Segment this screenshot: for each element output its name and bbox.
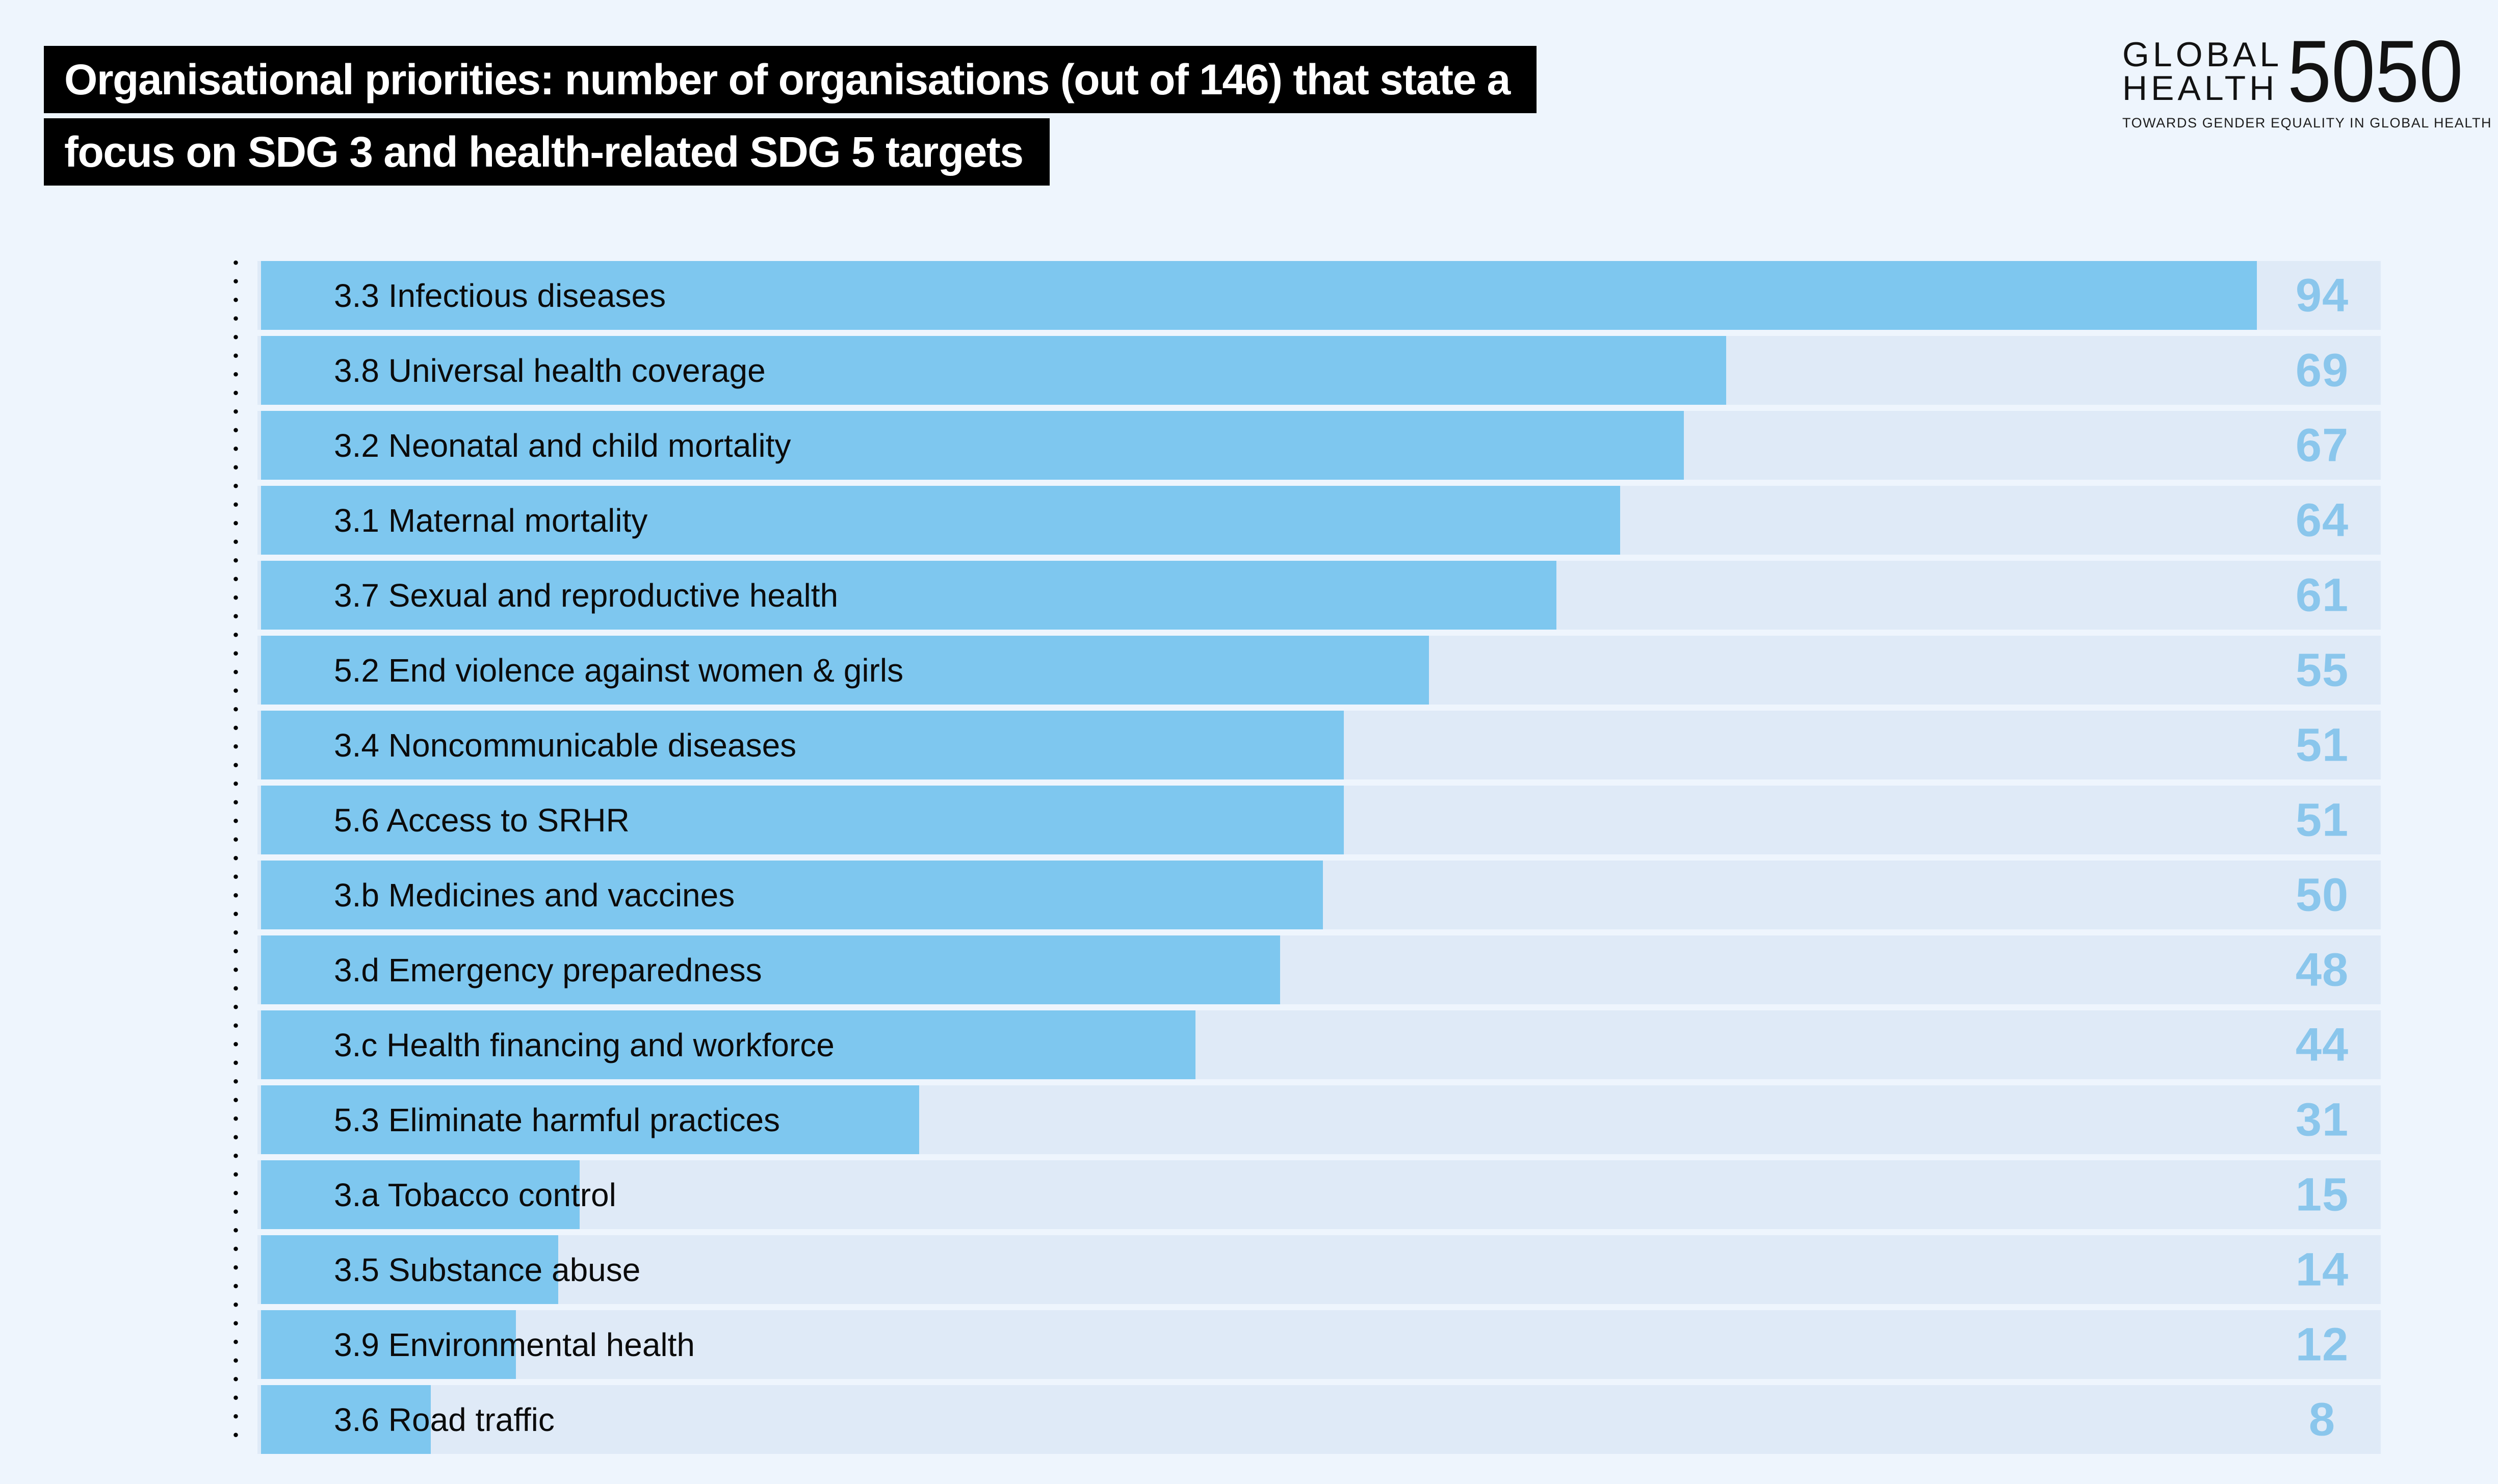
bar-category-label: 3.8 Universal health coverage	[334, 352, 766, 389]
bar	[261, 486, 1620, 555]
bar-category-label: 5.2 End violence against women & girls	[334, 652, 904, 689]
chart-row: 3.3 Infectious diseases 94	[257, 261, 2381, 330]
bar-category-label: 3.7 Sexual and reproductive health	[334, 577, 839, 614]
chart-title: Organisational priorities: number of org…	[44, 46, 1537, 186]
bar	[261, 261, 2257, 330]
bar-value-label: 48	[2295, 944, 2349, 996]
bar-value-label: 14	[2295, 1243, 2349, 1295]
bar-value-label: 12	[2295, 1318, 2349, 1370]
bar-category-label: 3.3 Infectious diseases	[334, 277, 666, 314]
chart-row: 5.3 Eliminate harmful practices 31	[257, 1085, 2381, 1154]
bar-category-label: 3.9 Environmental health	[334, 1326, 695, 1363]
bar	[261, 1235, 559, 1304]
bar	[261, 561, 1556, 630]
bar	[261, 861, 1323, 929]
bar-value-label: 44	[2295, 1019, 2349, 1071]
bar-category-label: 5.6 Access to SRHR	[334, 801, 630, 839]
chart-title-line-1: Organisational priorities: number of org…	[44, 46, 1537, 113]
global-health-5050-logo: GLOBAL HEALTH 5050 TOWARDS GENDER EQUALI…	[2122, 22, 2492, 131]
bar	[261, 1010, 1195, 1079]
bar-value-label: 51	[2295, 719, 2349, 771]
chart-row: 3.9 Environmental health 12	[257, 1310, 2381, 1379]
bar-category-label: 3.1 Maternal mortality	[334, 502, 648, 539]
bar-value-label: 31	[2295, 1094, 2349, 1145]
bar	[261, 786, 1344, 854]
bar-category-label: 3.c Health financing and workforce	[334, 1026, 835, 1063]
bar-value-label: 51	[2295, 794, 2349, 846]
bar-category-label: 3.6 Road traffic	[334, 1401, 555, 1438]
y-axis-dotted-line	[233, 253, 238, 1444]
bar-value-label: 64	[2295, 494, 2349, 546]
bar-value-label: 61	[2295, 569, 2349, 621]
chart-row: 3.2 Neonatal and child mortality 67	[257, 411, 2381, 480]
bar-category-label: 3.4 Noncommunicable diseases	[334, 726, 797, 764]
chart-row: 5.2 End violence against women & girls 55	[257, 636, 2381, 705]
chart-row: 3.4 Noncommunicable diseases 51	[257, 711, 2381, 779]
bar	[261, 411, 1684, 480]
bar-category-label: 3.b Medicines and vaccines	[334, 876, 735, 914]
chart-row: 3.8 Universal health coverage 69	[257, 336, 2381, 405]
chart-row: 3.5 Substance abuse 14	[257, 1235, 2381, 1304]
bar-value-label: 8	[2308, 1393, 2336, 1445]
bar-category-label: 3.2 Neonatal and child mortality	[334, 427, 791, 464]
chart-row: 3.c Health financing and workforce 44	[257, 1010, 2381, 1079]
chart-row: 3.d Emergency preparedness 48	[257, 935, 2381, 1004]
bar-value-label: 55	[2295, 644, 2349, 696]
chart-row: 3.1 Maternal mortality 64	[257, 486, 2381, 555]
chart-row: 3.a Tobacco control 15	[257, 1160, 2381, 1229]
bar-category-label: 3.5 Substance abuse	[334, 1251, 641, 1288]
bar	[261, 636, 1429, 705]
logo-tagline: TOWARDS GENDER EQUALITY IN GLOBAL HEALTH	[2122, 115, 2492, 131]
chart-row: 3.7 Sexual and reproductive health 61	[257, 561, 2381, 630]
logo-number-5050: 5050	[2287, 22, 2463, 120]
bar-value-label: 69	[2295, 344, 2349, 396]
bar	[261, 1085, 920, 1154]
bar	[261, 711, 1344, 779]
logo-word-health: HEALTH	[2122, 69, 2278, 108]
bar-value-label: 50	[2295, 869, 2349, 921]
bar-chart: 3.3 Infectious diseases 94 3.8 Universal h…	[257, 261, 2381, 1454]
bar	[261, 1160, 580, 1229]
chart-row: 5.6 Access to SRHR 51	[257, 786, 2381, 854]
bar-value-label: 15	[2295, 1168, 2349, 1220]
chart-row: 3.6 Road traffic 8	[257, 1385, 2381, 1454]
bar-category-label: 3.d Emergency preparedness	[334, 951, 762, 988]
bar	[261, 1310, 516, 1379]
logo-word-global: GLOBAL	[2122, 35, 2283, 74]
chart-row: 3.b Medicines and vaccines 50	[257, 861, 2381, 929]
bar-category-label: 5.3 Eliminate harmful practices	[334, 1101, 780, 1138]
bar-category-label: 3.a Tobacco control	[334, 1176, 616, 1213]
logo-words: GLOBAL HEALTH	[2122, 35, 2283, 108]
chart-title-line-2: focus on SDG 3 and health-related SDG 5 …	[44, 118, 1050, 186]
bar	[261, 1385, 431, 1454]
bar	[261, 336, 1726, 405]
bar-value-label: 67	[2295, 419, 2349, 471]
bar	[261, 935, 1281, 1004]
logo-wordmark: GLOBAL HEALTH 5050	[2122, 22, 2492, 120]
bar-value-label: 94	[2295, 269, 2349, 321]
